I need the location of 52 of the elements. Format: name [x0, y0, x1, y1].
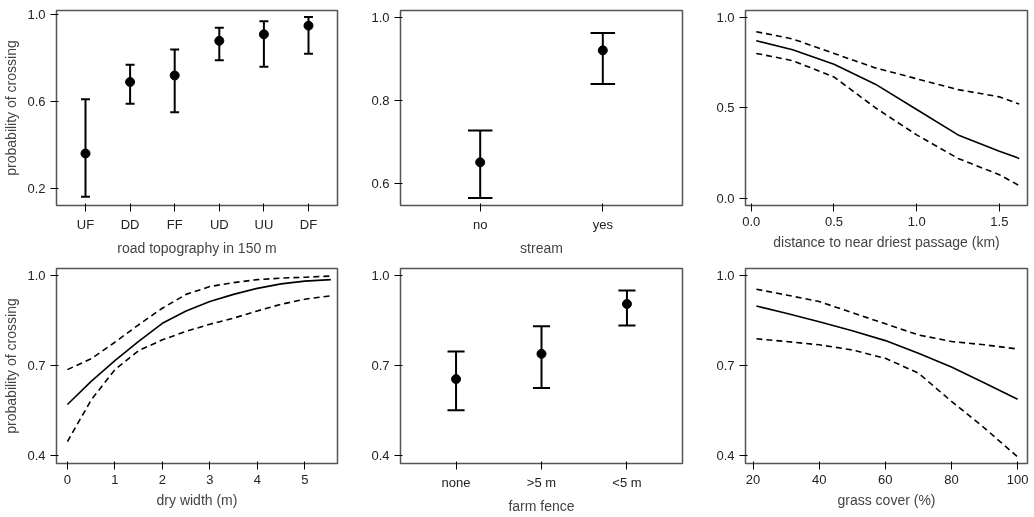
x-tick-label: 0.5: [824, 213, 844, 229]
y-tick-label: 0.2: [27, 180, 46, 196]
y-tick-label: 0.7: [716, 358, 735, 374]
x-tick-label: 2: [158, 471, 166, 487]
y-tick-label: 1.0: [27, 7, 46, 23]
x-tick-label: no: [472, 216, 488, 232]
x-tick-label: 1.5: [990, 213, 1009, 229]
x-tick-label: 20: [745, 471, 761, 487]
x-tick-label: 1.0: [907, 213, 926, 229]
y-tick-label: 1.0: [371, 9, 390, 25]
y-axis-title: probability of crossing: [3, 298, 20, 434]
y-tick-label: 0.4: [27, 448, 46, 464]
x-tick-label: 5: [301, 471, 309, 487]
x-tick-label: 60: [878, 471, 893, 487]
y-tick-label: 1.0: [716, 268, 735, 284]
x-tick-label: 0: [63, 471, 72, 487]
x-axis-title: stream: [520, 239, 563, 256]
y-tick-label: 0.5: [716, 100, 735, 116]
x-tick-label: <5 m: [612, 474, 642, 490]
x-tick-label: FF: [166, 216, 183, 232]
y-tick-label: 1.0: [716, 9, 735, 25]
x-tick-label: 3: [206, 471, 214, 487]
y-tick-label: 0.4: [716, 448, 735, 464]
y-axis-title: probability of crossing: [3, 40, 20, 176]
y-tick-label: 0.7: [371, 358, 390, 374]
x-tick-label: UD: [209, 216, 229, 232]
x-tick-label: UU: [254, 216, 274, 232]
x-tick-label: 4: [253, 471, 261, 487]
y-tick-label: 0.6: [371, 175, 390, 191]
y-tick-label: 1.0: [27, 267, 46, 283]
y-tick-label: 0.6: [27, 94, 46, 109]
x-axis-title: dry width (m): [156, 491, 238, 508]
x-axis-title: farm fence: [508, 497, 575, 514]
x-axis-title: distance to near driest passage (km): [773, 233, 1000, 250]
y-tick-label: 0.4: [371, 448, 390, 464]
x-tick-label: 80: [944, 471, 959, 487]
x-tick-label: UF: [76, 216, 95, 232]
x-tick-label: 1: [111, 471, 119, 487]
y-tick-label: 0.7: [27, 357, 46, 373]
y-tick-label: 1.0: [371, 268, 390, 284]
x-tick-label: yes: [592, 216, 614, 232]
x-tick-label: 100: [1006, 471, 1029, 487]
y-tick-label: 0.0: [716, 190, 735, 206]
x-tick-label: 0.0: [742, 213, 761, 229]
x-tick-label: >5 m: [526, 474, 557, 490]
x-tick-label: DF: [299, 216, 318, 232]
x-axis-title: road topography in 150 m: [117, 239, 277, 256]
x-tick-label: none: [441, 474, 471, 490]
x-tick-label: 40: [811, 471, 827, 487]
x-tick-label: DD: [120, 216, 140, 232]
y-tick-label: 0.8: [371, 92, 390, 108]
x-axis-title: grass cover (%): [837, 491, 936, 508]
